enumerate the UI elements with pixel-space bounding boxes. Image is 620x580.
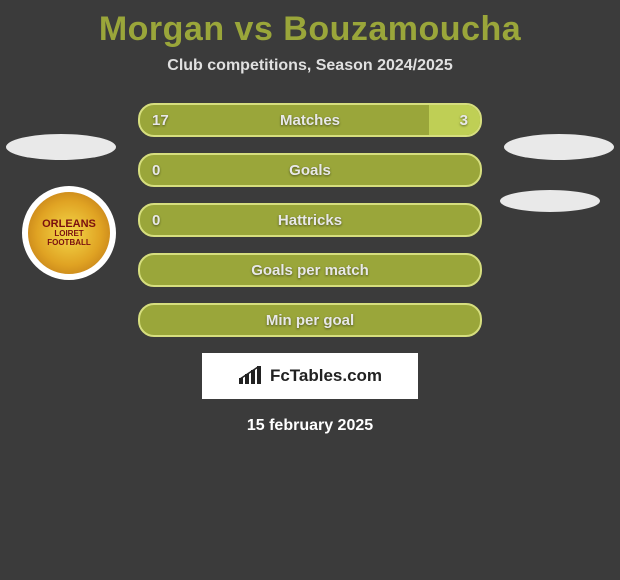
stat-bar-goals-per-match: Goals per match [138, 253, 482, 287]
stat-bar-hattricks: 0 Hattricks [138, 203, 482, 237]
stat-label: Goals [140, 162, 480, 179]
stat-right-val: 3 [460, 112, 468, 129]
stat-label: Hattricks [140, 212, 480, 229]
stat-bar-min-per-goal: Min per goal [138, 303, 482, 337]
stats-area: 17 Matches 3 0 Goals 0 Hattricks Goals p… [0, 103, 620, 435]
stat-bar-goals: 0 Goals [138, 153, 482, 187]
page-title: Morgan vs Bouzamoucha [0, 10, 620, 49]
stat-bar-matches: 17 Matches 3 [138, 103, 482, 137]
brand-bars-icon [238, 366, 264, 386]
stat-left-val: 17 [152, 112, 169, 129]
brand-text: FcTables.com [270, 366, 382, 386]
stat-label: Min per goal [140, 312, 480, 329]
brand-box: FcTables.com [202, 353, 418, 399]
stat-label: Matches [140, 112, 480, 129]
stat-left-val: 0 [152, 212, 160, 229]
stat-left-val: 0 [152, 162, 160, 179]
page-subtitle: Club competitions, Season 2024/2025 [0, 57, 620, 75]
date-line: 15 february 2025 [0, 417, 620, 435]
stat-label: Goals per match [140, 262, 480, 279]
